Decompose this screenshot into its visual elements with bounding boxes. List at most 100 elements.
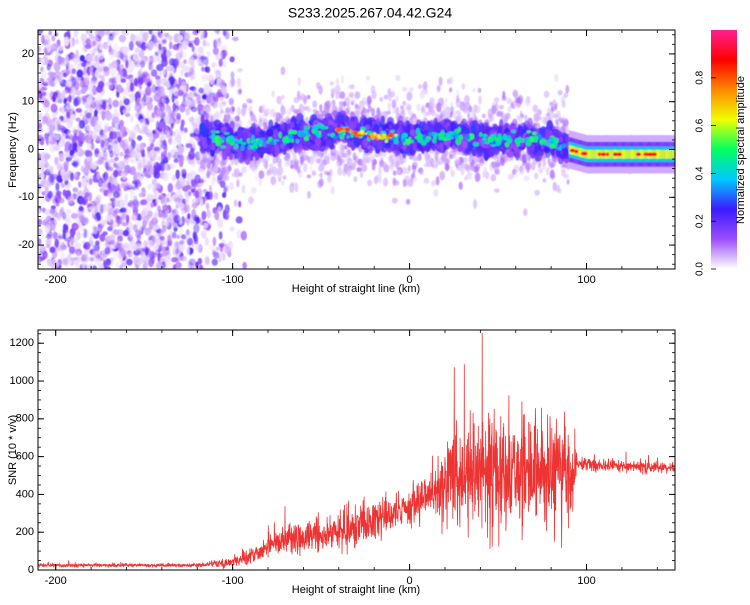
noise-blob xyxy=(159,192,163,198)
noise-blob xyxy=(102,174,105,178)
halo-blob xyxy=(249,100,253,104)
halo-blob xyxy=(554,104,557,109)
halo-blob xyxy=(366,76,370,81)
noise-blob xyxy=(214,214,220,219)
noise-blob xyxy=(85,102,90,112)
noise-blob xyxy=(133,224,137,232)
halo-blob xyxy=(478,95,481,104)
halo-blob xyxy=(538,163,541,168)
halo-blob xyxy=(350,96,356,103)
noise-blob xyxy=(80,55,85,62)
halo-blob xyxy=(242,103,247,108)
halo-blob xyxy=(310,155,316,160)
noise-blob xyxy=(122,47,128,51)
noise-blob xyxy=(188,192,191,196)
noise-blob xyxy=(155,225,160,230)
noise-blob xyxy=(50,208,55,214)
halo-blob xyxy=(312,171,317,175)
noise-blob xyxy=(148,258,154,267)
noise-blob xyxy=(40,141,45,146)
noise-blob xyxy=(40,57,44,65)
halo-blob xyxy=(534,190,540,196)
halo-blob xyxy=(534,113,540,123)
halo-blob xyxy=(338,145,343,154)
noise-blob xyxy=(133,203,140,209)
halo-blob xyxy=(431,180,435,187)
halo-blob xyxy=(396,170,400,175)
noise-blob xyxy=(58,235,64,239)
halo-blob xyxy=(463,104,468,114)
halo-blob xyxy=(331,186,335,194)
noise-blob xyxy=(201,230,207,239)
noise-blob xyxy=(121,78,127,83)
halo-blob xyxy=(202,160,207,169)
halo-blob xyxy=(281,180,285,185)
noise-blob xyxy=(105,247,111,255)
noise-blob xyxy=(88,192,92,202)
halo-blob xyxy=(416,103,420,112)
noise-blob xyxy=(72,68,76,74)
halo-blob xyxy=(378,166,381,175)
halo-blob xyxy=(312,101,317,108)
halo-blob xyxy=(303,95,307,105)
noise-blob xyxy=(106,258,112,265)
halo-blob xyxy=(327,156,330,164)
noise-blob xyxy=(190,133,196,137)
noise-blob xyxy=(116,216,120,220)
noise-blob xyxy=(72,187,78,192)
halo-blob xyxy=(444,98,447,104)
noise-blob xyxy=(160,138,163,142)
noise-blob xyxy=(121,214,128,220)
noise-blob xyxy=(64,226,69,233)
halo-blob xyxy=(558,90,563,96)
halo-blob xyxy=(307,191,311,199)
noise-blob xyxy=(186,65,191,72)
noise-blob xyxy=(140,199,147,205)
halo-blob xyxy=(220,170,224,176)
noise-blob xyxy=(146,133,152,137)
halo-blob xyxy=(254,162,258,168)
noise-blob xyxy=(172,175,176,181)
noise-blob xyxy=(166,66,173,72)
halo-blob xyxy=(356,167,362,172)
noise-blob xyxy=(129,249,133,257)
noise-blob xyxy=(40,197,45,205)
noise-blob xyxy=(111,61,118,69)
noise-blob xyxy=(185,230,191,239)
noise-blob xyxy=(188,150,195,160)
halo-blob xyxy=(370,154,375,163)
noise-blob xyxy=(119,35,126,43)
noise-blob xyxy=(134,182,138,188)
noise-blob xyxy=(76,176,79,180)
halo-blob xyxy=(495,102,498,111)
noise-blob xyxy=(119,152,124,157)
noise-blob xyxy=(96,212,101,221)
noise-blob xyxy=(121,29,126,34)
noise-blob xyxy=(165,195,172,204)
noise-blob xyxy=(60,251,64,259)
halo-blob xyxy=(237,107,241,116)
halo-blob xyxy=(374,176,378,184)
noise-blob xyxy=(82,98,85,105)
noise-blob xyxy=(215,71,221,80)
noise-blob xyxy=(237,230,242,239)
noise-blob xyxy=(154,190,160,199)
noise-blob xyxy=(189,56,195,65)
noise-blob xyxy=(136,151,141,159)
noise-blob xyxy=(107,36,114,44)
halo-blob xyxy=(518,96,523,101)
noise-blob xyxy=(47,64,51,71)
noise-blob xyxy=(137,71,141,79)
noise-blob xyxy=(125,113,131,117)
noise-blob xyxy=(110,131,117,140)
noise-blob xyxy=(78,181,81,188)
noise-blob xyxy=(106,166,111,172)
noise-blob xyxy=(115,85,119,91)
noise-blob xyxy=(113,191,120,198)
noise-blob xyxy=(48,30,52,35)
chart-title: S233.2025.267.04.42.G24 xyxy=(288,5,452,21)
halo-blob xyxy=(472,88,476,93)
noise-blob xyxy=(73,142,77,150)
halo-blob xyxy=(238,88,242,96)
